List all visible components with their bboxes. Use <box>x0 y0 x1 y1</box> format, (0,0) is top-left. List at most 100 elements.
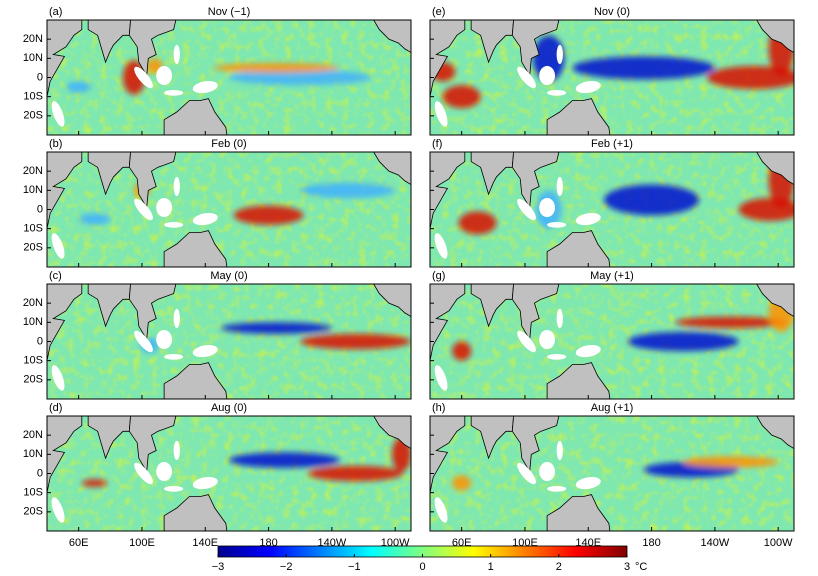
island <box>575 81 601 94</box>
land <box>47 416 83 493</box>
anomaly <box>738 198 794 221</box>
anomaly <box>442 85 481 109</box>
island <box>134 66 153 89</box>
x-tick-label: 180 <box>642 537 660 549</box>
anomaly <box>458 211 497 235</box>
land <box>163 494 228 531</box>
anomaly <box>627 331 739 352</box>
island <box>556 44 563 65</box>
anomaly <box>78 213 111 225</box>
island <box>164 89 184 96</box>
land <box>470 416 514 460</box>
island <box>173 308 180 329</box>
land <box>163 98 228 135</box>
island <box>539 198 556 218</box>
land <box>128 416 177 473</box>
anomaly <box>233 205 304 225</box>
island <box>51 233 65 259</box>
y-tick-label: 10S <box>23 355 43 367</box>
anomalies <box>140 322 411 354</box>
island <box>192 477 218 490</box>
land <box>163 362 228 399</box>
land <box>470 152 514 196</box>
island <box>539 330 556 350</box>
island <box>156 462 173 482</box>
land <box>756 284 794 318</box>
land <box>87 284 131 328</box>
island <box>547 89 567 96</box>
island <box>173 176 180 197</box>
land <box>128 152 177 209</box>
island <box>134 198 153 221</box>
panel-label: (d) <box>49 402 62 414</box>
island <box>156 66 173 86</box>
y-tick-label: 0 <box>37 467 43 479</box>
land <box>128 284 177 341</box>
x-tick-label: 140E <box>192 537 218 549</box>
y-tick-label: 10N <box>23 316 43 328</box>
island <box>164 353 184 360</box>
colorbar-tick-label: −2 <box>280 561 293 573</box>
island <box>156 198 173 218</box>
land <box>373 152 411 186</box>
panel-label: (e) <box>432 6 445 18</box>
island <box>575 477 601 490</box>
island <box>517 462 536 485</box>
panel-label: (c) <box>49 270 62 282</box>
map <box>430 152 794 267</box>
y-tick-label: 20S <box>23 506 43 518</box>
map <box>47 284 411 399</box>
y-tick-label: 20N <box>23 297 43 309</box>
y-tick-label: 10S <box>23 487 43 499</box>
anomaly <box>706 66 794 89</box>
map <box>430 284 794 399</box>
island <box>134 330 153 353</box>
land <box>47 284 83 361</box>
anomaly <box>300 182 396 198</box>
x-tick-label: 60E <box>69 537 89 549</box>
land <box>546 230 611 267</box>
land <box>511 284 560 341</box>
island <box>517 198 536 221</box>
anomalies <box>65 58 372 95</box>
y-tick-label: 10S <box>23 223 43 235</box>
island <box>192 81 218 94</box>
land <box>430 152 466 229</box>
land <box>756 416 794 450</box>
panel: (a) Nov (−1) 20N 10N 0 10S 20S <box>23 6 412 136</box>
land <box>430 416 466 493</box>
panel: (b) Feb (0) 20N 10N 0 10S 20S <box>23 138 412 268</box>
island <box>547 221 567 228</box>
y-tick-label: 10S <box>23 91 43 103</box>
island <box>539 66 556 86</box>
colorbar-tick-label: −1 <box>348 561 361 573</box>
panel-title: May (+1) <box>590 270 634 282</box>
anomaly <box>683 456 779 468</box>
panel-label: (a) <box>49 6 62 18</box>
island <box>539 462 556 482</box>
land <box>87 416 131 460</box>
land <box>128 20 177 77</box>
island <box>434 233 448 259</box>
land <box>511 416 560 473</box>
island <box>556 440 563 461</box>
panel-title: May (0) <box>210 270 247 282</box>
panel: (c) May (0) 20N 10N 0 10S 20S <box>23 270 412 400</box>
island <box>192 213 218 226</box>
land <box>163 230 228 267</box>
anomalies <box>452 456 779 491</box>
panel-title: Feb (0) <box>211 138 246 150</box>
island <box>156 330 173 350</box>
y-tick-label: 10N <box>23 184 43 196</box>
island <box>192 345 218 358</box>
anomalies <box>81 437 411 487</box>
panel: (h) Aug (+1)60E 100E 140E 180 140W 100W <box>429 402 795 549</box>
y-tick-label: 10N <box>23 52 43 64</box>
map <box>47 416 411 531</box>
colorbar-tick-label: −3 <box>212 561 225 573</box>
island <box>575 345 601 358</box>
y-tick-label: 10N <box>23 448 43 460</box>
anomaly <box>65 81 92 93</box>
